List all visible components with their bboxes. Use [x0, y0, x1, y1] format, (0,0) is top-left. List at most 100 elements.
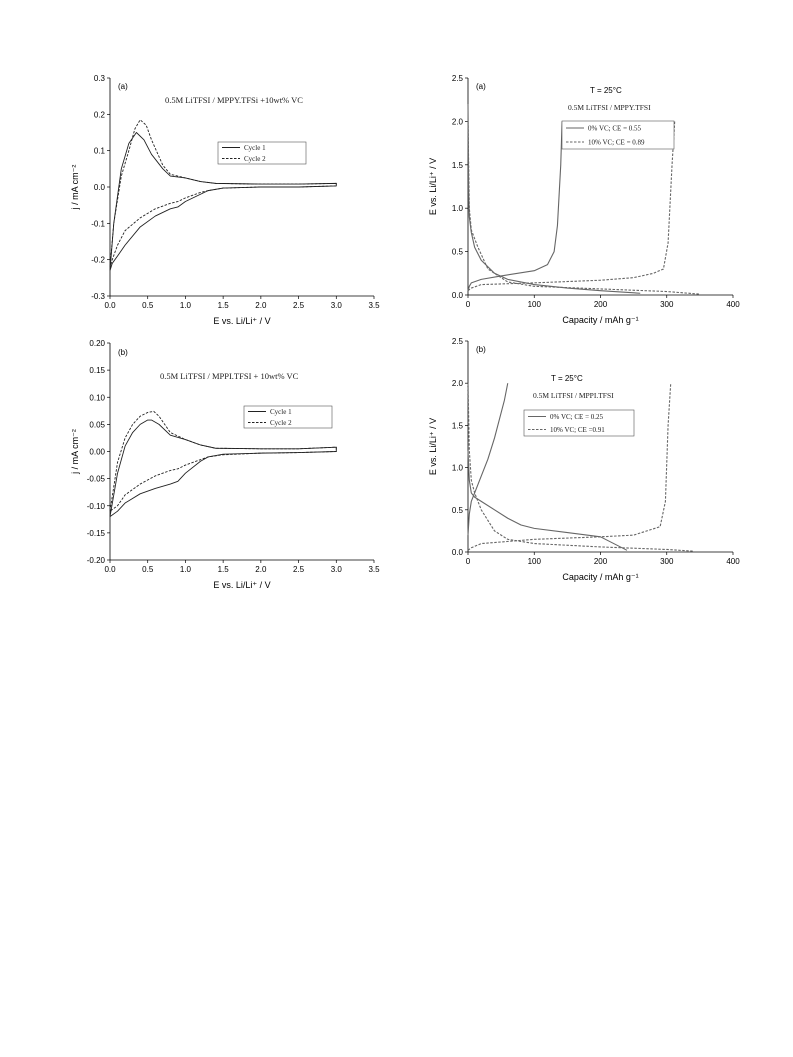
x-axis-title: E vs. Li/Li⁺ / V — [213, 316, 270, 326]
y-tick-label: 1.5 — [452, 421, 464, 430]
x-tick-label: 3.0 — [331, 565, 343, 574]
chart-panel-4: 0 100 200 300 400 0.0 0.5 1.0 1.5 2.0 2.5 Capacity … — [428, 337, 740, 582]
chart-panel-2: 0.0 0.5 1.0 1.5 2.0 2.5 3.0 3.5 -0.20 -0.15 -0.10 -… — [70, 339, 380, 590]
y-tick-label: 0.0 — [94, 183, 106, 192]
x-tick-label: 0.5 — [142, 565, 154, 574]
series-line-2-segment-2 — [467, 383, 672, 551]
x-tick-label: 0.0 — [104, 301, 116, 310]
series-line-1-segment-2 — [467, 383, 509, 536]
x-tick-label: 200 — [594, 557, 608, 566]
y-axis-title: E vs. Li/Li⁺ / V — [428, 418, 438, 475]
y-tick-label: -0.15 — [87, 529, 106, 538]
legend-box — [561, 120, 675, 150]
y-tick-label: 0.0 — [452, 548, 464, 557]
series-line-2 — [109, 119, 337, 268]
legend-label: Cycle 2 — [270, 419, 292, 427]
x-tick-label: 0.0 — [104, 565, 116, 574]
x-tick-label: 3.5 — [368, 565, 380, 574]
series-line-1 — [109, 132, 337, 271]
electrolyte-annotation: 0.5M LiTFSI / MPPI.TFSI + 10wt% VC — [160, 371, 299, 381]
x-tick-label: 2.5 — [293, 565, 305, 574]
y-tick-label: -0.1 — [91, 219, 105, 228]
series-line-1-segment-1 — [467, 104, 641, 294]
y-tick-label: -0.05 — [87, 475, 106, 484]
series-line-1 — [109, 419, 337, 517]
y-tick-label: 0.0 — [452, 291, 464, 300]
x-tick-label: 400 — [726, 557, 740, 566]
legend-label: Cycle 1 — [244, 144, 266, 152]
legend-label: 0% VC; CE = 0.25 — [550, 413, 604, 421]
y-tick-label: -0.20 — [87, 556, 106, 565]
x-tick-label: 1.0 — [180, 565, 192, 574]
x-tick-label: 3.0 — [331, 301, 343, 310]
panel-label: (a) — [476, 82, 486, 91]
y-axis-title: j / mA cm⁻² — [70, 429, 80, 475]
y-tick-label: 0.15 — [89, 366, 105, 375]
legend-label: 0% VC; CE = 0.55 — [588, 125, 642, 133]
y-tick-label: 0.3 — [94, 74, 106, 83]
electrolyte-annotation: 0.5M LiTFSI / MPPY.TFSi +10wt% VC — [165, 95, 303, 105]
legend: Cycle 1 Cycle 2 — [217, 141, 307, 165]
temperature-label: T = 25°C — [590, 86, 622, 95]
x-tick-label: 1.0 — [180, 301, 192, 310]
x-tick-label: 1.5 — [218, 565, 230, 574]
series-line-1-segment-2 — [467, 121, 563, 291]
y-tick-label: 2.0 — [452, 117, 464, 126]
chart-panel-1: 0.0 0.5 1.0 1.5 2.0 2.5 3.0 3.5 -0.3 -0.2 -0.1 0.0 0… — [70, 74, 380, 326]
x-tick-label: 0 — [466, 300, 471, 309]
panel-label: (b) — [476, 345, 486, 354]
y-tick-label: 1.0 — [452, 204, 464, 213]
panel-label: (b) — [118, 348, 128, 357]
y-tick-label: 1.0 — [452, 464, 464, 473]
legend-label: 10% VC; CE = 0.89 — [588, 139, 645, 147]
x-tick-label: 0.5 — [142, 301, 154, 310]
legend: 0% VC; CE = 0.25 10% VC; CE =0.91 — [523, 409, 635, 437]
temperature-label: T = 25°C — [551, 374, 583, 383]
x-tick-label: 2.0 — [255, 565, 267, 574]
legend-label: Cycle 2 — [244, 155, 266, 163]
x-tick-label: 1.5 — [218, 301, 230, 310]
x-tick-label: 2.5 — [293, 301, 305, 310]
x-tick-label: 300 — [660, 300, 674, 309]
y-tick-label: -0.2 — [91, 256, 105, 265]
x-tick-label: 300 — [660, 557, 674, 566]
series-line-2-segment-1 — [467, 121, 700, 295]
y-axis-title: j / mA cm⁻² — [70, 165, 80, 211]
legend: 0% VC; CE = 0.55 10% VC; CE = 0.89 — [561, 120, 675, 150]
y-tick-label: 2.0 — [452, 379, 464, 388]
legend: Cycle 1 Cycle 2 — [243, 405, 333, 429]
series-line-2 — [109, 410, 337, 512]
y-tick-label: -0.3 — [91, 292, 105, 301]
x-tick-label: 400 — [726, 300, 740, 309]
y-tick-label: 0.5 — [452, 248, 464, 257]
legend-label: 10% VC; CE =0.91 — [550, 426, 605, 434]
x-tick-label: 100 — [528, 300, 542, 309]
x-tick-label: 200 — [594, 300, 608, 309]
y-tick-label: 1.5 — [452, 161, 464, 170]
x-axis-title: E vs. Li/Li⁺ / V — [213, 580, 270, 590]
y-axis-title: E vs. Li/Li⁺ / V — [428, 158, 438, 215]
legend-box — [523, 409, 635, 437]
x-axis-title: Capacity / mAh g⁻¹ — [562, 315, 638, 325]
electrolyte-annotation: 0.5M LiTFSI / MPPY.TFSI — [568, 103, 651, 112]
y-tick-label: -0.10 — [87, 502, 106, 511]
series-line-1-segment-1 — [467, 450, 628, 551]
x-tick-label: 100 — [528, 557, 542, 566]
y-tick-label: 0.5 — [452, 506, 464, 515]
electrolyte-annotation: 0.5M LiTFSI / MPPI.TFSI — [533, 391, 614, 400]
legend-label: Cycle 1 — [270, 408, 292, 416]
x-tick-label: 3.5 — [368, 301, 380, 310]
panel-label: (a) — [118, 82, 128, 91]
chart-panel-3: 0 100 200 300 400 0.0 0.5 1.0 1.5 2.0 2.5 Capacity … — [428, 74, 740, 325]
y-tick-label: 0.2 — [94, 110, 106, 119]
series-line-2-segment-1 — [467, 383, 694, 552]
y-tick-label: 2.5 — [452, 337, 464, 346]
y-tick-label: 0.10 — [89, 393, 105, 402]
y-tick-label: 2.5 — [452, 74, 464, 83]
y-tick-label: 0.20 — [89, 339, 105, 348]
x-tick-label: 2.0 — [255, 301, 267, 310]
y-tick-label: 0.00 — [89, 448, 105, 457]
x-tick-label: 0 — [466, 557, 471, 566]
y-tick-label: 0.05 — [89, 420, 105, 429]
